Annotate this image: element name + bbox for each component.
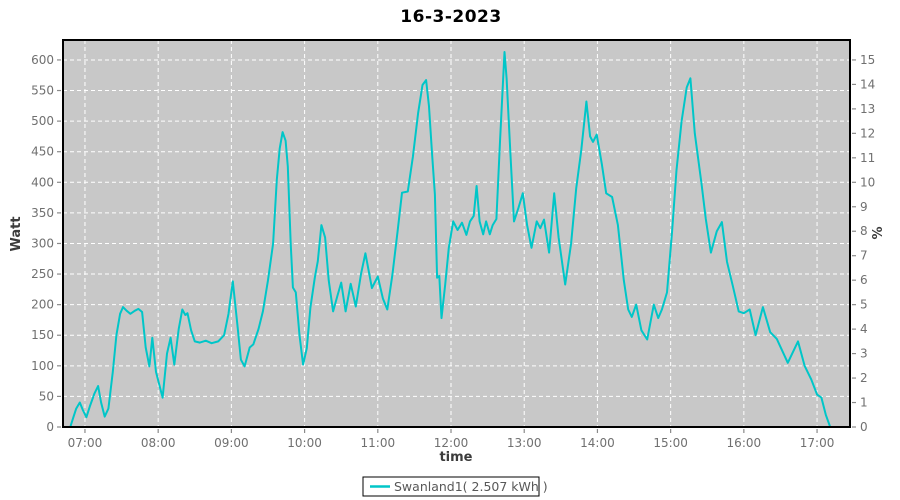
y-axis-tick-label-right: 1 <box>860 396 868 410</box>
y-axis-tick-label-right: 12 <box>860 126 875 140</box>
plot-background <box>63 40 850 427</box>
y-axis-tick-label-left: 250 <box>31 267 54 281</box>
x-axis-tick-label: 08:00 <box>141 436 176 450</box>
x-axis-tick-label: 17:00 <box>800 436 835 450</box>
y-axis-tick-label-right: 11 <box>860 151 875 165</box>
y-axis-tick-label-left: 200 <box>31 298 54 312</box>
y-axis-tick-label-right: 14 <box>860 77 875 91</box>
y-axis-tick-label-left: 300 <box>31 236 54 250</box>
y-axis-tick-label-right: 5 <box>860 298 868 312</box>
y-axis-tick-label-right: 8 <box>860 224 868 238</box>
x-axis-tick-label: 09:00 <box>214 436 249 450</box>
legend: Swanland1( 2.507 kWh ) <box>362 476 548 497</box>
y-axis-tick-label-right: 4 <box>860 322 868 336</box>
y-axis-tick-label-left: 550 <box>31 84 54 98</box>
x-axis-tick-label: 11:00 <box>361 436 396 450</box>
x-axis-tick-label: 10:00 <box>287 436 322 450</box>
y-axis-tick-label-right: 6 <box>860 273 868 287</box>
y-axis-tick-label-right: 0 <box>860 420 868 434</box>
y-axis-tick-label-right: 13 <box>860 102 875 116</box>
y-axis-tick-label-left: 0 <box>46 420 54 434</box>
x-axis-tick-label: 16:00 <box>727 436 762 450</box>
chart-title: 16-3-2023 <box>400 7 501 27</box>
y-axis-tick-label-left: 600 <box>31 53 54 67</box>
y-axis-label-right: % <box>871 226 886 239</box>
x-axis-tick-label: 13:00 <box>507 436 542 450</box>
y-axis-tick-label-right: 15 <box>860 53 875 67</box>
y-axis-tick-label-left: 150 <box>31 328 54 342</box>
x-axis-tick-label: 07:00 <box>68 436 103 450</box>
x-axis-tick-label: 14:00 <box>580 436 615 450</box>
x-axis-tick-label: 12:00 <box>434 436 469 450</box>
y-axis-tick-label-left: 350 <box>31 206 54 220</box>
axis-tick-labels: 0501001502002503003504004505005506000123… <box>31 53 875 450</box>
plot-border <box>62 39 851 428</box>
axis-ticks <box>57 59 856 433</box>
y-axis-tick-label-right: 2 <box>860 371 868 385</box>
y-axis-tick-label-right: 9 <box>860 200 868 214</box>
y-axis-tick-label-left: 500 <box>31 114 54 128</box>
grid-lines <box>63 40 850 427</box>
y-axis-label-left: Watt <box>9 216 24 251</box>
y-axis-tick-label-right: 10 <box>860 175 875 189</box>
x-axis-label: time <box>439 450 472 465</box>
legend-box <box>362 476 540 497</box>
y-axis-tick-label-left: 50 <box>39 389 54 403</box>
y-axis-tick-label-left: 450 <box>31 145 54 159</box>
y-axis-tick-label-left: 400 <box>31 175 54 189</box>
series-polyline <box>69 51 832 428</box>
x-axis-tick-label: 15:00 <box>653 436 688 450</box>
y-axis-tick-label-right: 7 <box>860 249 868 263</box>
y-axis-tick-label-right: 3 <box>860 347 868 361</box>
legend-label: Swanland1( 2.507 kWh ) <box>394 479 548 494</box>
series-line <box>69 51 832 428</box>
y-axis-tick-label-left: 100 <box>31 359 54 373</box>
